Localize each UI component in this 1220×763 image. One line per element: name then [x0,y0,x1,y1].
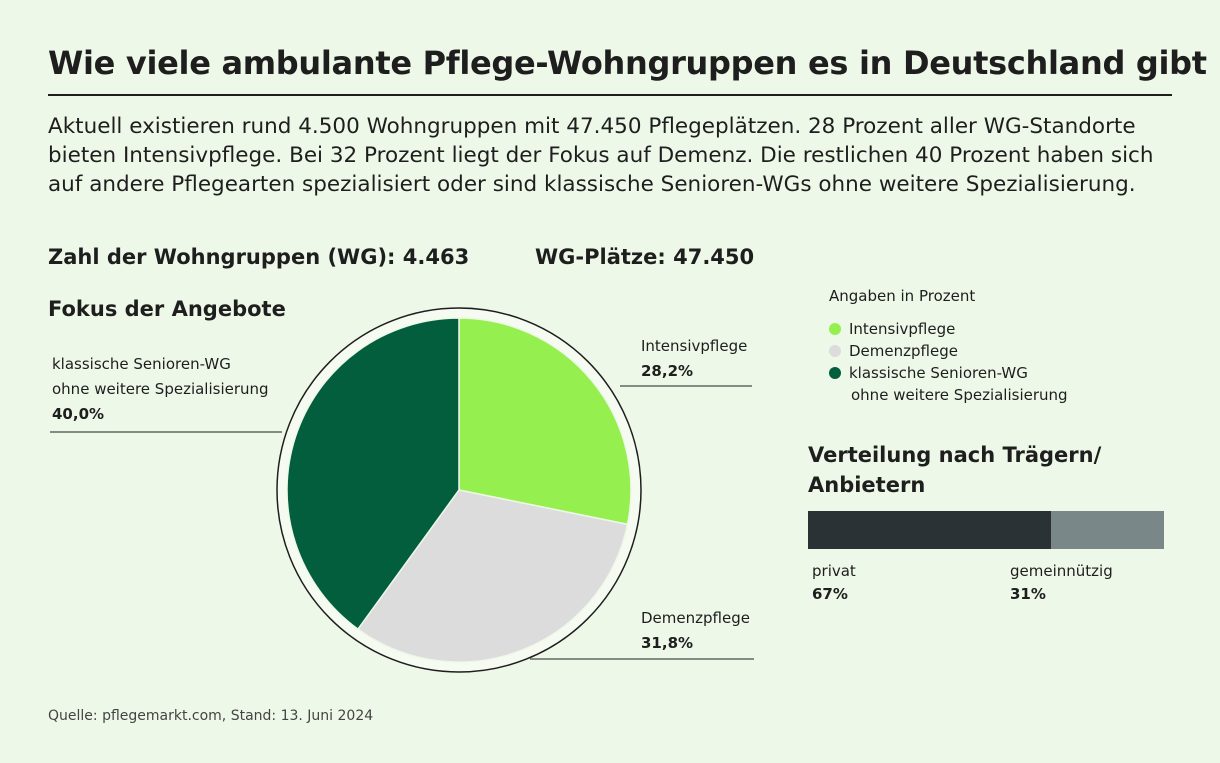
stacked-bar [808,511,1164,549]
pie-label-intensiv: Intensivpflege 28,2% [641,334,747,384]
legend-dot-demenz [829,345,841,357]
pie-value-intensiv: 28,2% [641,362,694,380]
pie-value-demenz: 31,8% [641,634,694,652]
bar-segment-privat [808,511,1052,549]
bar-value-privat: 67% [812,585,848,603]
legend-label-klassisch-line2: ohne weitere Spezialisierung [851,386,1068,404]
legend-text-demenz: Demenzpflege [849,340,958,362]
pie-slice-klassisch [286,317,460,631]
legend-dot-klassisch [829,367,841,379]
pie-chart-title: Fokus der Angebote [48,297,286,321]
bar-label-gemeinnuetzig: gemeinnützig 31% [1010,560,1113,606]
legend-label-klassisch-line1: klassische Senioren-WG [849,364,1028,382]
stat-wg-count: Zahl der Wohngruppen (WG): 4.463 [48,245,470,269]
legend-text-intensiv: Intensivpflege [849,318,955,340]
legend-dot-intensiv [829,323,841,335]
legend-item-intensiv: Intensivpflege [829,318,1068,340]
bar-value-gemeinnuetzig: 31% [1010,585,1046,603]
bar-chart-title: Verteilung nach Trägern/ Anbietern [808,443,1102,497]
bar-label-privat: privat 67% [812,560,856,606]
legend-label-intensiv: Intensivpflege [849,320,956,338]
legend-text-klassisch: klassische Senioren-WG ohne weitere Spez… [849,362,1068,406]
pie-label-klassisch-line1: klassische Senioren-WG [52,355,231,373]
pie-label-intensiv-name: Intensivpflege [641,337,748,355]
title-divider [48,94,1172,96]
legend-heading: Angaben in Prozent [829,287,976,305]
pie-value-klassisch: 40,0% [52,405,105,423]
source-note: Quelle: pflegemarkt.com, Stand: 13. Juni… [48,708,374,724]
pie-legend: Angaben in Prozent Intensivpflege Demenz… [829,287,1068,406]
legend-item-demenz: Demenzpflege [829,340,1068,362]
page-title: Wie viele ambulante Pflege-Wohngruppen e… [48,44,1207,82]
legend-item-klassisch: klassische Senioren-WG ohne weitere Spez… [829,362,1068,406]
legend-label-demenz: Demenzpflege [849,342,958,360]
pie-label-demenz-name: Demenzpflege [641,609,750,627]
bar-segment-gemeinnuetzig [1051,511,1164,549]
pie-label-klassisch: klassische Senioren-WG ohne weitere Spez… [52,352,269,427]
pie-slice-demenz [356,489,629,663]
bar-label-gemeinnuetzig-name: gemeinnützig [1010,562,1113,580]
pie-label-klassisch-line2: ohne weitere Spezialisierung [52,380,269,398]
intro-text: Aktuell existieren rund 4.500 Wohngruppe… [48,114,1154,197]
stat-wg-places: WG-Plätze: 47.450 [535,245,755,269]
bar-label-privat-name: privat [812,562,856,580]
pie-label-demenz: Demenzpflege 31,8% [641,606,750,656]
pie-slice-intensiv [458,317,632,526]
